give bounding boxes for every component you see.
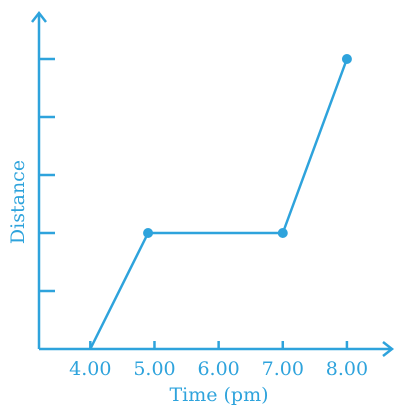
series-group	[89, 54, 352, 350]
y-axis-ticks	[39, 57, 55, 293]
y-axis-title: Distance	[7, 160, 29, 244]
x-tick-label: 7.00	[262, 358, 304, 380]
x-tick-label: 4.00	[69, 358, 111, 380]
x-tick-label: 6.00	[197, 358, 239, 380]
x-tick-label: 5.00	[133, 358, 175, 380]
data-point	[277, 228, 288, 238]
data-point	[341, 54, 352, 64]
x-axis-arrowhead	[382, 341, 395, 357]
x-axis-title: Time (pm)	[169, 384, 268, 406]
x-axis-ticks: 4.00 5.00 6.00 7.00 8.00	[69, 341, 368, 380]
axes	[31, 10, 395, 357]
x-tick-label: 8.00	[326, 358, 368, 380]
series-line	[89, 58, 349, 350]
data-point	[143, 228, 154, 238]
y-axis-arrowhead	[31, 10, 47, 23]
